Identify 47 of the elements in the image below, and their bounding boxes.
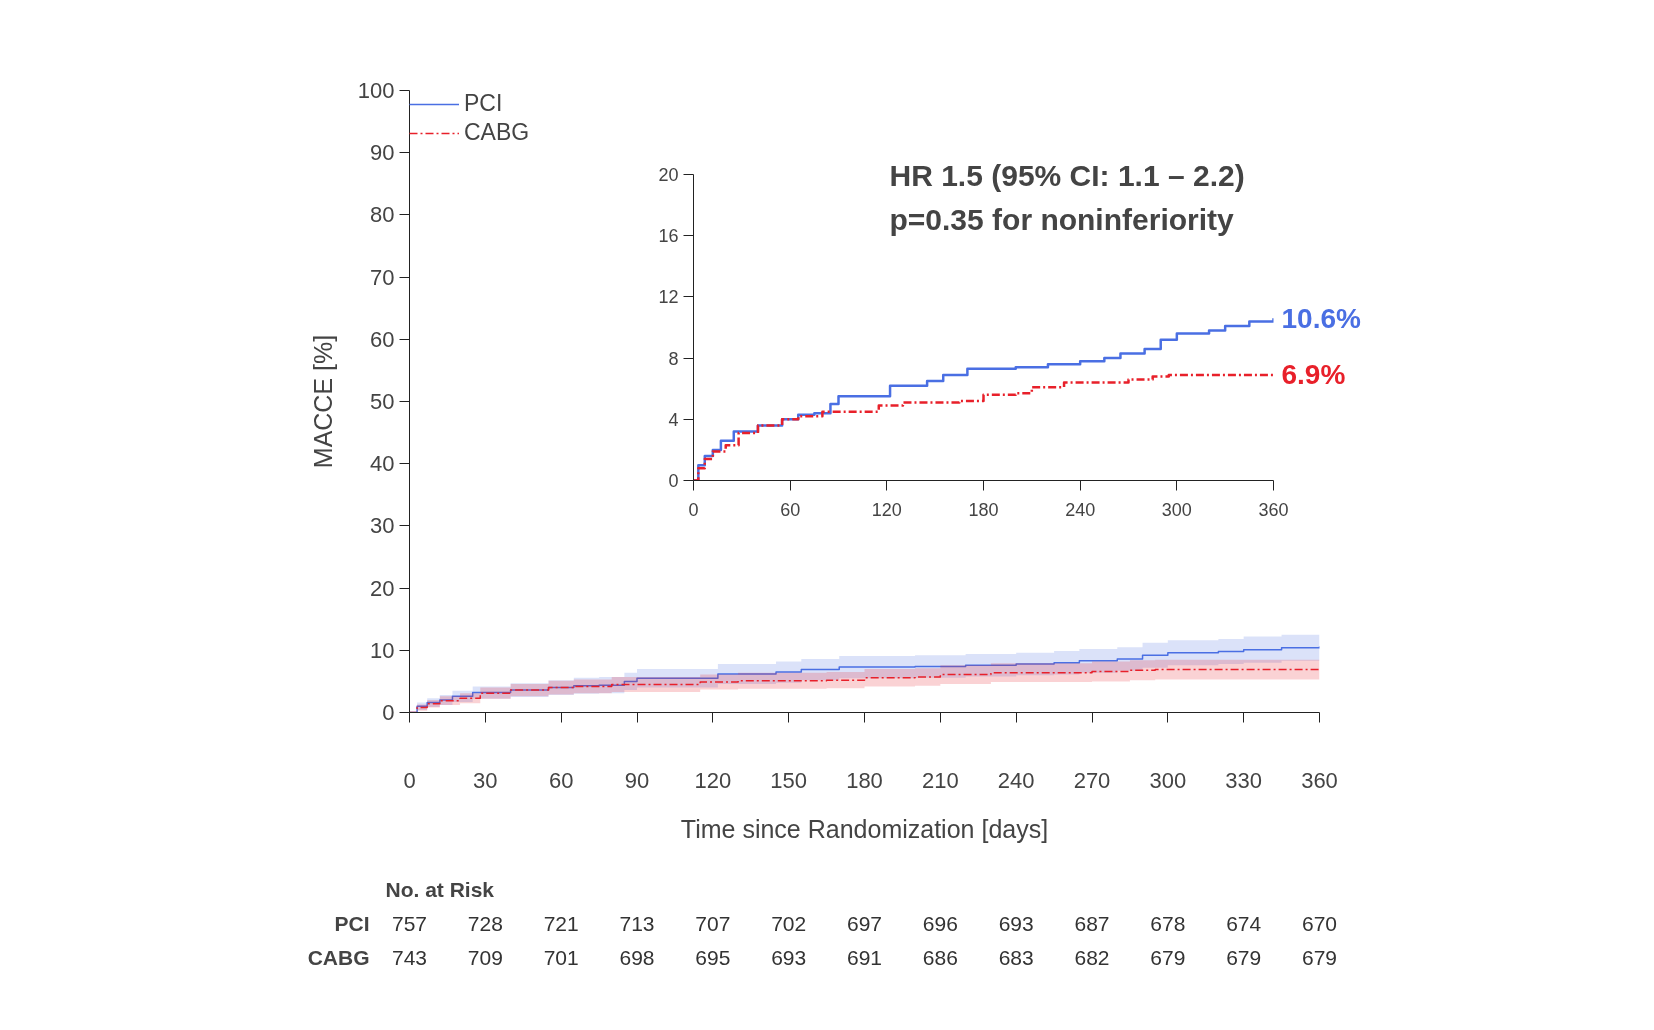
x-tick-label: 60 bbox=[548, 767, 574, 793]
y-tick-label: 100 bbox=[357, 78, 395, 103]
y-tick-label: 20 bbox=[370, 575, 395, 601]
y-tick-label: 50 bbox=[370, 389, 395, 414]
x-tick-label: 300 bbox=[1161, 499, 1192, 520]
y-tick-label: 16 bbox=[658, 226, 679, 247]
y-tick-label: 4 bbox=[668, 409, 679, 430]
x-tick-label: 30 bbox=[473, 767, 498, 793]
x-tick-label: 330 bbox=[1225, 767, 1263, 793]
x-tick-label: 60 bbox=[780, 499, 801, 520]
x-tick-label: 300 bbox=[1149, 767, 1187, 793]
y-tick-label: 90 bbox=[370, 140, 395, 166]
y-tick-label: 40 bbox=[370, 451, 395, 477]
x-tick-label: 120 bbox=[871, 499, 902, 520]
y-tick-label: 70 bbox=[370, 264, 395, 290]
x-tick-label: 150 bbox=[770, 767, 808, 793]
x-tick-label: 0 bbox=[688, 499, 699, 520]
y-tick-label: 8 bbox=[668, 348, 679, 369]
x-tick-label: 210 bbox=[921, 767, 959, 793]
legend-label: PCI bbox=[464, 90, 503, 117]
legend-label: CABG bbox=[464, 119, 530, 146]
y-tick-label: 12 bbox=[658, 287, 679, 308]
x-tick-label: 360 bbox=[1258, 499, 1289, 520]
x-axis-title: Time since Randomization [days] bbox=[680, 814, 1049, 843]
x-tick-label: 120 bbox=[694, 767, 732, 793]
x-tick-label: 240 bbox=[997, 767, 1035, 793]
y-tick-label: 0 bbox=[668, 471, 679, 491]
y-tick-label: 60 bbox=[370, 326, 395, 352]
y-axis-title: MACCE [%] bbox=[308, 334, 337, 469]
text: No. at Risk bbox=[385, 878, 495, 901]
x-tick-label: 360 bbox=[1301, 767, 1338, 793]
x-tick-label: 180 bbox=[846, 767, 883, 793]
x-tick-label: 240 bbox=[1065, 499, 1096, 520]
y-tick-label: 80 bbox=[370, 202, 395, 228]
text: CABG 743 709 701 698 695 693 691 686 683 682 679 679 679 bbox=[307, 945, 1338, 969]
annotation: HR 1.5 (95% CI: 1.1 – 2.2) bbox=[889, 159, 1245, 192]
annotation: 6.9% bbox=[1281, 359, 1346, 391]
annotation: 10.6% bbox=[1281, 302, 1361, 334]
y-tick-label: 20 bbox=[658, 165, 679, 185]
annotation: p=0.35 for noninferiority bbox=[889, 203, 1235, 236]
x-tick-label: 180 bbox=[968, 499, 999, 520]
text: PCI 757 728 721 713 707 702 697 696 693 687 678 674 670 bbox=[334, 911, 1338, 935]
x-tick-label: 90 bbox=[624, 767, 650, 793]
y-tick-label: 10 bbox=[370, 637, 395, 663]
x-tick-label: 270 bbox=[1073, 767, 1111, 793]
y-tick-label: 0 bbox=[382, 700, 395, 725]
x-tick-label: 0 bbox=[403, 767, 416, 793]
